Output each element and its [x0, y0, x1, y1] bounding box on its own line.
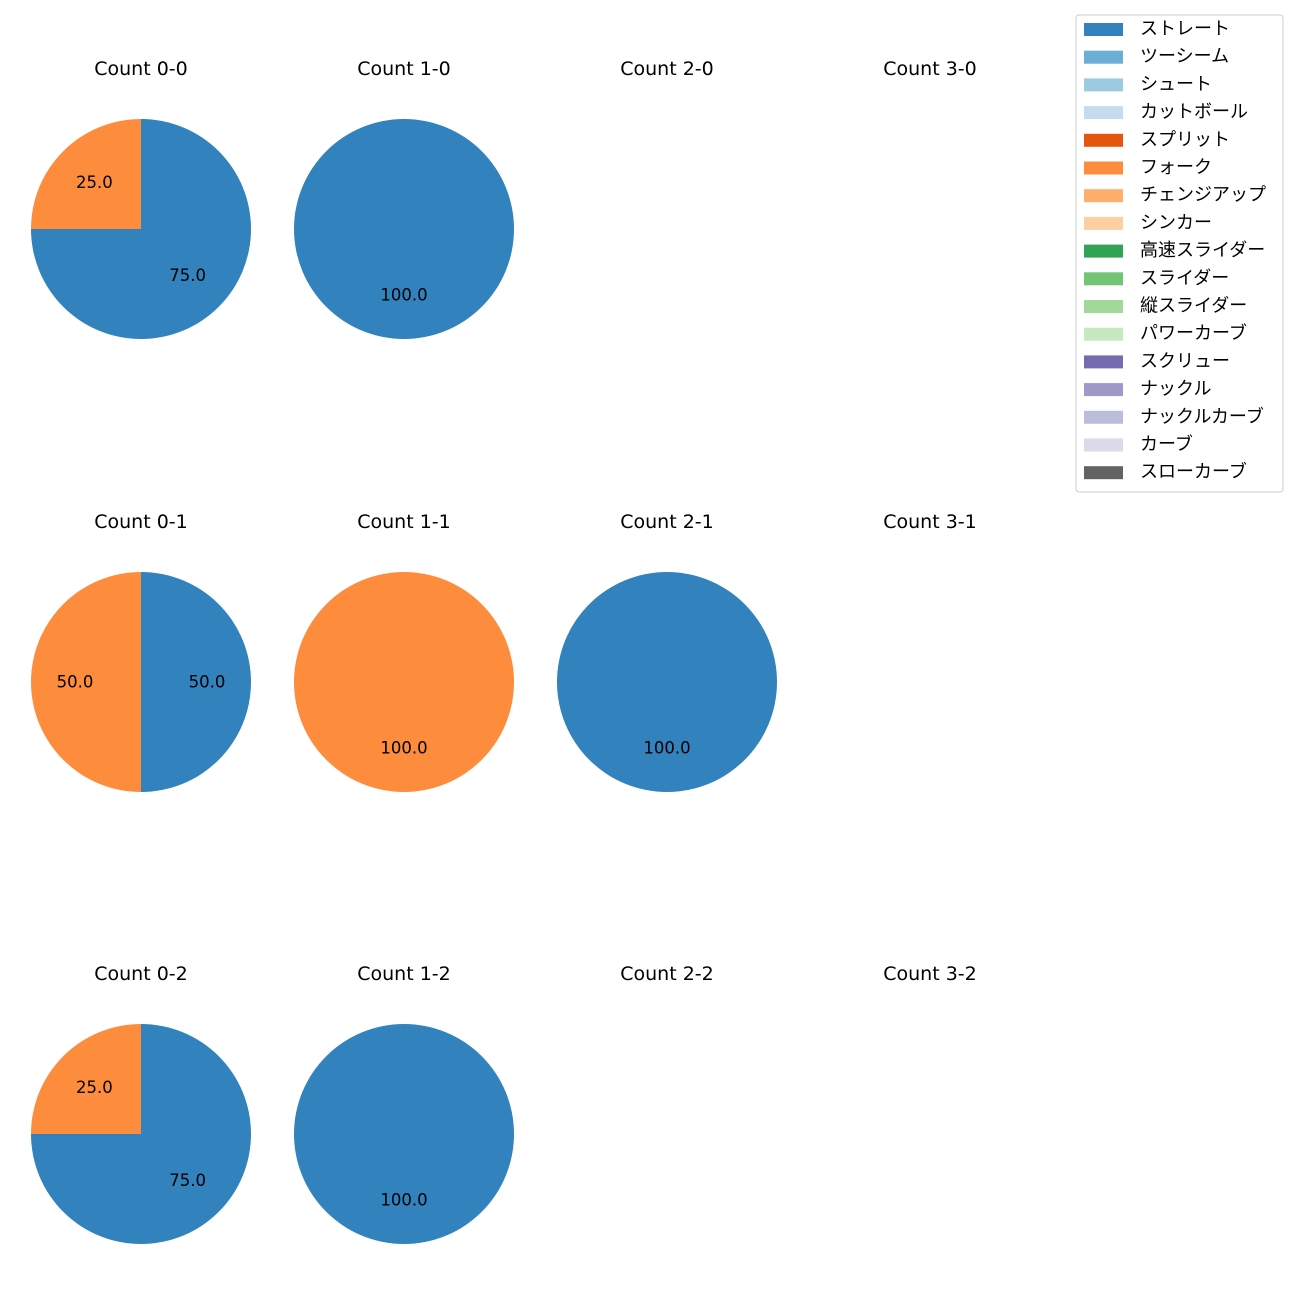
pie-panel-6: Count 1-1 100.0 — [294, 511, 514, 792]
pie-slice — [557, 572, 777, 792]
pie-data-label: 50.0 — [189, 673, 226, 692]
legend-swatch — [1084, 161, 1123, 175]
legend: ストレートツーシームシュートカットボールスプリットフォークチェンジアップシンカー… — [1075, 14, 1284, 493]
pie-panel-11: Count 2-2 — [620, 963, 714, 985]
pie-data-label: 25.0 — [76, 1078, 113, 1097]
legend-label: フォーク — [1140, 157, 1212, 178]
pie-panel-9: Count 0-2 75.0 25.0 — [31, 963, 251, 1244]
pie-data-label: 50.0 — [57, 673, 94, 692]
pie-panel-3: Count 2-0 — [620, 58, 714, 80]
pie-data-label: 100.0 — [380, 1191, 427, 1210]
pie-data-label: 25.0 — [76, 173, 113, 192]
pie-title: Count 0-2 — [94, 963, 188, 985]
legend-label: ナックル — [1140, 379, 1211, 400]
legend-swatch — [1084, 410, 1123, 424]
legend-swatch — [1084, 466, 1123, 480]
pie-panel-7: Count 2-1 100.0 — [557, 511, 777, 792]
pie-panel-2: Count 1-0 100.0 — [294, 58, 514, 339]
legend-label: チェンジアップ — [1140, 185, 1266, 206]
pie-panel-5: Count 0-1 50.0 50.0 — [31, 511, 251, 792]
legend-label: シンカー — [1140, 212, 1212, 233]
pie-title: Count 0-0 — [94, 58, 188, 80]
pie-slice — [31, 572, 141, 792]
pie-data-label: 75.0 — [169, 266, 206, 285]
pie-slice — [141, 572, 251, 792]
legend-swatch — [1084, 50, 1123, 64]
legend-swatch — [1084, 383, 1123, 397]
pie-panel-12: Count 3-2 — [883, 963, 977, 985]
pie-title: Count 1-2 — [357, 963, 451, 985]
legend-label: ナックルカーブ — [1140, 405, 1264, 427]
legend-swatch — [1084, 272, 1123, 286]
legend-swatch — [1084, 355, 1123, 369]
pie-panel-8: Count 3-1 — [883, 511, 977, 533]
pie-slice — [31, 1024, 141, 1134]
legend-swatch — [1084, 106, 1123, 120]
legend-label: スローカーブ — [1140, 461, 1247, 483]
legend-swatch — [1084, 244, 1123, 258]
pie-panel-10: Count 1-2 100.0 — [294, 963, 514, 1244]
pie-data-label: 100.0 — [380, 286, 427, 305]
legend-label: スクリュー — [1140, 351, 1230, 372]
legend-label: 縦スライダー — [1140, 296, 1247, 317]
pie-slice — [294, 572, 514, 792]
pie-panels: Count 0-0 75.0 25.0 Count 1-0 100.0 Count 2-0… — [31, 58, 977, 1244]
legend-frame — [1075, 14, 1284, 493]
legend-label: 高速スライダー — [1140, 240, 1265, 261]
legend-label: パワーカーブ — [1140, 322, 1247, 344]
legend-label: ツーシーム — [1140, 46, 1229, 67]
pie-title: Count 3-0 — [883, 58, 977, 80]
legend-swatch — [1084, 327, 1123, 341]
pie-title: Count 3-2 — [883, 963, 977, 985]
pie-title: Count 2-0 — [620, 58, 714, 80]
legend-swatch — [1084, 78, 1123, 92]
pie-data-label: 100.0 — [380, 739, 427, 758]
legend-label: ストレート — [1140, 19, 1230, 40]
legend-label: カーブ — [1140, 433, 1193, 455]
legend-swatch — [1084, 133, 1123, 147]
pie-slice — [31, 119, 141, 229]
legend-swatch — [1084, 189, 1123, 203]
pie-panel-1: Count 0-0 75.0 25.0 — [31, 58, 251, 339]
legend-label: シュート — [1140, 74, 1212, 95]
pie-title: Count 1-1 — [357, 511, 451, 533]
legend-label: スプリット — [1140, 129, 1230, 150]
pie-title: Count 3-1 — [883, 511, 977, 533]
legend-label: スライダー — [1140, 268, 1229, 289]
pie-slice — [294, 119, 514, 339]
pie-slice — [294, 1024, 514, 1244]
legend-label: カットボール — [1140, 102, 1248, 123]
legend-swatch — [1084, 23, 1123, 36]
pie-title: Count 1-0 — [357, 58, 451, 80]
legend-swatch — [1084, 438, 1123, 452]
pie-data-label: 100.0 — [643, 739, 690, 758]
pie-panel-4: Count 3-0 — [883, 58, 977, 80]
pie-data-label: 75.0 — [169, 1171, 206, 1190]
pie-title: Count 0-1 — [94, 511, 188, 533]
legend-swatch — [1084, 300, 1123, 313]
legend-swatch — [1084, 216, 1123, 230]
pie-title: Count 2-1 — [620, 511, 714, 533]
pie-title: Count 2-2 — [620, 963, 714, 985]
